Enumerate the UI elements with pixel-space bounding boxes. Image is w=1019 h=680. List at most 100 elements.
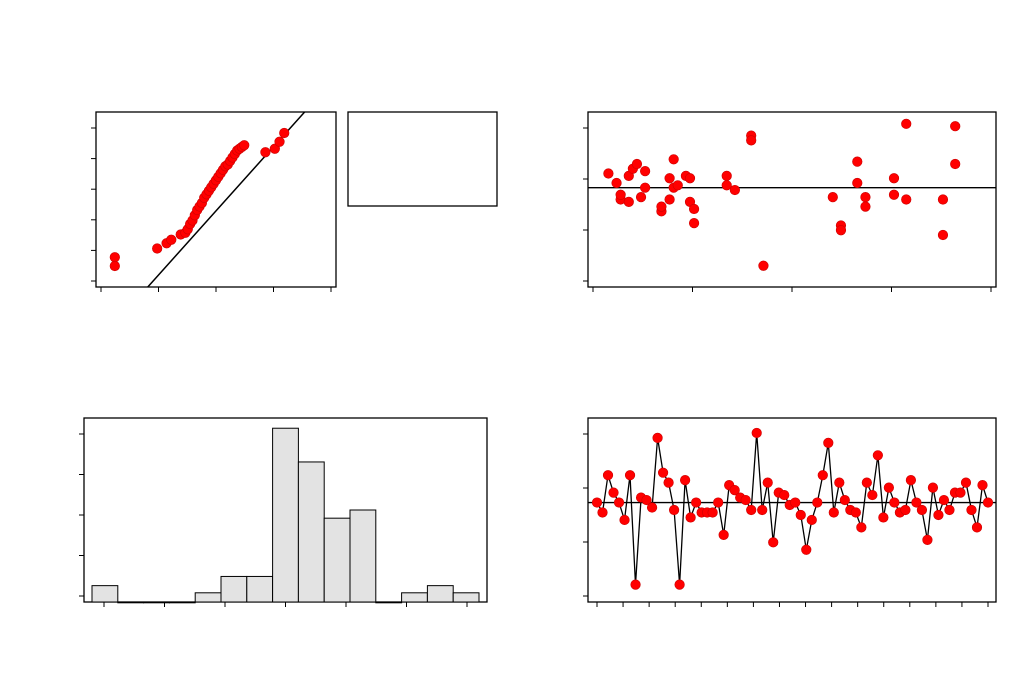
probability-point [239, 140, 250, 151]
residuals-vs-fitted-point [937, 194, 949, 205]
residuals-vs-order-point [828, 507, 839, 518]
residuals-vs-fitted-point [688, 218, 700, 229]
residuals-vs-order-point [922, 534, 933, 545]
residuals-vs-order-point [960, 477, 972, 488]
residuals-vs-order-point [608, 487, 619, 498]
residuals-vs-order-point [966, 504, 977, 516]
residuals-vs-order-point [757, 504, 768, 516]
residuals-vs-order-point [856, 522, 867, 533]
residuals-vs-order-point [657, 467, 669, 478]
residuals-vs-order-point [718, 529, 729, 540]
residuals-vs-order-point [740, 494, 751, 506]
residuals-vs-order-point [889, 497, 900, 508]
residuals-vs-fitted-point [684, 173, 696, 184]
residuals-vs-order-point [911, 497, 922, 508]
residuals-vs-fitted-point [623, 196, 634, 207]
residuals-vs-order-point [817, 470, 828, 481]
residuals-vs-fitted-point [729, 184, 740, 196]
residuals-vs-fitted-point [615, 189, 626, 200]
residuals-vs-order-point [641, 494, 652, 506]
histogram-bar [168, 601, 196, 604]
residuals-vs-fitted-point [640, 166, 651, 177]
histogram-bar [401, 592, 428, 603]
residuals-vs-order-point [746, 504, 757, 516]
legend-box [347, 111, 498, 207]
residuals-vs-order-point [872, 450, 883, 461]
residuals-vs-fitted-point [664, 173, 675, 184]
residuals-vs-order-point [982, 497, 994, 508]
residuals-vs-order-point [619, 514, 630, 526]
residuals-vs-order-point [905, 475, 917, 486]
residuals-vs-order-point [674, 579, 685, 590]
residuals-vs-order-point [685, 512, 696, 523]
residuals-vs-fitted-point [937, 229, 949, 241]
residuals-vs-order-point [630, 579, 641, 590]
residuals-vs-order-point [624, 470, 636, 481]
probability-point [269, 143, 280, 154]
probability-point [260, 147, 271, 158]
residuals-vs-order-point [652, 432, 663, 443]
residuals-vs-order-point [834, 477, 845, 488]
residuals-vs-order-point [779, 489, 790, 501]
residuals-vs-fitted-point [664, 194, 675, 205]
histogram-bar [272, 427, 299, 603]
residuals-vs-fitted-point [672, 180, 683, 191]
residuals-vs-order-point [823, 437, 834, 448]
residuals-vs-order-point [916, 504, 928, 516]
residuals-vs-fitted-panel [583, 111, 997, 292]
residuals-vs-fitted-point [631, 158, 643, 170]
residuals-vs-order-point [790, 497, 801, 508]
histogram-bar [452, 592, 480, 603]
histogram-bar [117, 601, 145, 604]
residuals-vs-fitted-point [603, 168, 614, 179]
residuals-vs-order-point [933, 509, 944, 521]
residuals-vs-fitted-point [635, 192, 647, 203]
residuals-vs-order-point [955, 487, 966, 498]
probability-point [166, 234, 177, 245]
histogram-bar [349, 509, 377, 603]
residuals-vs-fitted-point [758, 260, 769, 271]
residuals-vs-order-point [944, 504, 955, 516]
residuals-vs-order-point [713, 497, 724, 508]
histogram-bar [91, 585, 119, 603]
residuals-vs-fitted-point [656, 201, 667, 212]
residuals-vs-order-point [867, 489, 878, 501]
residuals-vs-order-point [591, 497, 603, 508]
probability-point [152, 243, 163, 254]
residuals-vs-order-point [839, 494, 850, 506]
residuals-vs-fitted-point [611, 177, 622, 189]
residuals-vs-order-point [883, 482, 894, 493]
residuals-vs-order-point [691, 497, 702, 508]
residuals-vs-order-point [977, 480, 988, 491]
residuals-vs-order-point [878, 512, 889, 523]
residuals-vs-fitted-point [835, 225, 847, 236]
residuals-vs-fitted-point [721, 180, 732, 191]
probability-plot-frame [95, 111, 337, 288]
residuals-vs-fitted-point [668, 154, 679, 165]
probability-point [274, 136, 285, 147]
normal-probability-panel [91, 111, 337, 292]
residuals-vs-order-point [597, 507, 608, 518]
probability-point [109, 252, 120, 263]
residuals-vs-fitted-point [688, 203, 700, 215]
residuals-vs-order-point [613, 497, 625, 508]
residuals-vs-order-point [751, 427, 762, 439]
residuals-vs-fitted-point [860, 201, 871, 212]
residuals-vs-order-point [900, 504, 911, 516]
histogram-bar [426, 585, 454, 603]
residuals-vs-order-point [729, 485, 740, 496]
histogram-bar [323, 517, 351, 603]
residuals-vs-fitted-point [640, 182, 651, 193]
residuals-vs-order-point [971, 522, 983, 533]
residuals-vs-order-point [938, 494, 950, 506]
residuals-vs-order-point [795, 509, 806, 521]
residuals-vs-fitted-point [860, 192, 871, 203]
probability-point [109, 260, 120, 272]
residuals-vs-fitted-point [852, 177, 863, 189]
residuals-vs-order-point [668, 504, 680, 516]
residuals-vs-order-point [680, 475, 691, 486]
residuals-vs-order-point [812, 497, 823, 508]
probability-point [279, 127, 290, 139]
residuals-vs-order-point [646, 502, 658, 513]
